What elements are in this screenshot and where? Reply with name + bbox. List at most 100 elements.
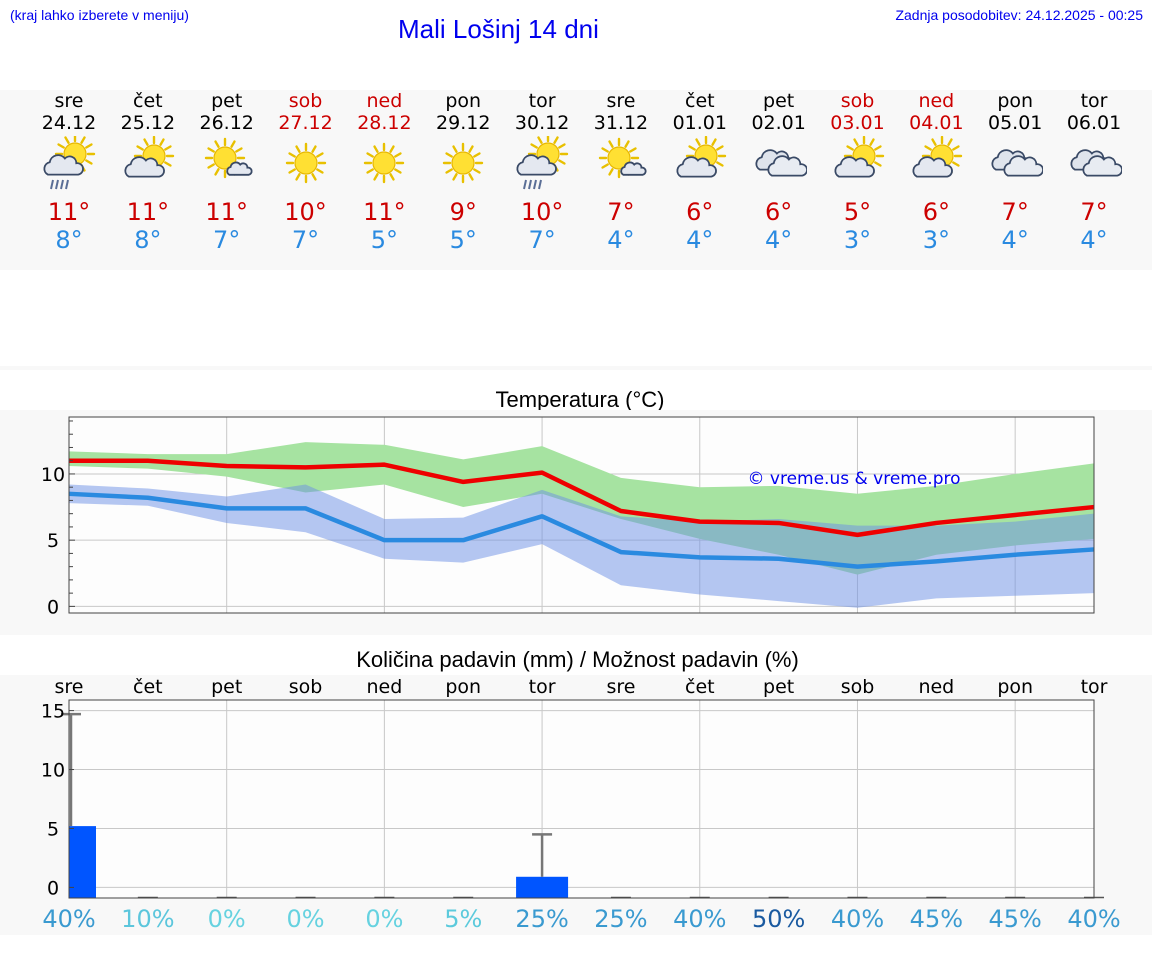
sun-shape bbox=[443, 142, 484, 184]
precipitation-probability: 0% bbox=[208, 905, 246, 933]
sun-ray bbox=[852, 138, 859, 146]
sun-ray bbox=[64, 136, 70, 144]
sun-ray bbox=[952, 161, 960, 167]
day-name: sre bbox=[606, 90, 636, 112]
day-name: pet bbox=[211, 90, 243, 112]
copyright-watermark: © vreme.us & vreme.pro bbox=[747, 469, 960, 489]
day-date: 29.12 bbox=[436, 112, 491, 134]
daily-forecast-strip: sre 24.12 11° 8° čet 25.12 11° 8° pet 26.12 11° 7° s… bbox=[0, 90, 1152, 270]
min-temperature: 4° bbox=[765, 226, 793, 254]
day-date: 25.12 bbox=[120, 112, 176, 134]
precipitation-ytick-label: 5 bbox=[47, 818, 59, 840]
sun-ray bbox=[601, 147, 609, 153]
min-temperature: 5° bbox=[370, 226, 399, 254]
sun-ray bbox=[366, 168, 375, 174]
cloud-shape bbox=[767, 155, 807, 177]
sun-ray bbox=[136, 145, 144, 151]
sun-ray bbox=[85, 159, 93, 165]
sun-small-cloud-icon bbox=[204, 137, 253, 179]
sun-ray bbox=[85, 143, 93, 149]
precipitation-chart-title: Količina padavin (mm) / Možnost padavin … bbox=[356, 647, 799, 672]
sun-ray bbox=[715, 161, 724, 167]
precipitation-bar bbox=[69, 826, 96, 898]
precipitation-day-label: pet bbox=[211, 676, 242, 698]
sun-ray bbox=[473, 168, 481, 174]
max-temperature: 7° bbox=[1080, 198, 1108, 226]
precipitation-ytick-label: 15 bbox=[41, 701, 65, 723]
min-temperature: 4° bbox=[686, 226, 714, 254]
max-temperature: 11° bbox=[363, 198, 406, 226]
sun-ray bbox=[601, 163, 609, 169]
sun-ray bbox=[310, 145, 317, 153]
location-menu-hint[interactable]: (kraj lahko izberete v meniju) bbox=[10, 7, 189, 23]
sun-ray bbox=[366, 152, 375, 158]
sun-ray bbox=[445, 168, 454, 174]
max-temperature: 5° bbox=[843, 198, 872, 226]
sun-ray bbox=[287, 152, 296, 158]
day-name: ned bbox=[918, 90, 955, 112]
sun-ray bbox=[924, 145, 933, 151]
sun-cloud-rain-icon bbox=[516, 136, 569, 190]
temperature-ytick-label: 0 bbox=[47, 596, 59, 618]
max-temperature: 7° bbox=[607, 198, 635, 226]
sun-ray bbox=[947, 138, 954, 146]
sun-ray bbox=[695, 138, 701, 146]
sun-ray bbox=[294, 145, 301, 153]
sun-ray bbox=[608, 140, 614, 148]
min-temperature: 4° bbox=[1080, 226, 1108, 254]
sun-ray bbox=[711, 138, 717, 146]
min-temperature: 4° bbox=[1001, 226, 1029, 254]
sun-ray bbox=[558, 143, 566, 149]
min-temperature: 8° bbox=[134, 226, 162, 254]
sun-cloud-icon bbox=[124, 136, 175, 178]
day-date: 02.01 bbox=[751, 112, 806, 134]
day-date: 04.01 bbox=[909, 112, 964, 134]
sun-ray bbox=[952, 145, 960, 151]
sun-ray bbox=[163, 161, 172, 167]
sun-ray bbox=[873, 145, 882, 151]
sun-ray bbox=[468, 145, 474, 153]
sun-ray bbox=[931, 138, 938, 146]
max-temperature: 6° bbox=[686, 198, 714, 226]
sun-ray bbox=[845, 145, 854, 151]
sun-ray bbox=[445, 152, 454, 158]
sun-ray bbox=[873, 161, 882, 167]
sun-ray bbox=[558, 159, 566, 165]
min-temperature: 3° bbox=[922, 226, 950, 254]
sun-ray bbox=[373, 145, 380, 153]
precipitation-probability: 45% bbox=[910, 905, 963, 933]
sun-disc bbox=[451, 151, 475, 175]
sun-ray bbox=[207, 147, 215, 153]
day-date: 01.01 bbox=[672, 112, 727, 134]
sun-cloud-icon bbox=[834, 136, 884, 178]
sun-ray bbox=[452, 145, 458, 153]
sun-ray bbox=[608, 168, 614, 176]
max-temperature: 10° bbox=[284, 198, 327, 226]
sun-ray bbox=[213, 168, 220, 176]
precipitation-day-label: pon bbox=[997, 676, 1033, 698]
precipitation-plot-frame bbox=[68, 699, 1095, 899]
clouds-icon bbox=[1070, 149, 1123, 177]
sun-ray bbox=[553, 136, 559, 144]
precipitation-day-label: čet bbox=[133, 676, 163, 698]
precipitation-ytick-label: 10 bbox=[41, 760, 65, 782]
page-title: Mali Lošinj 14 dni bbox=[398, 14, 599, 44]
sun-ray bbox=[537, 136, 543, 144]
sun-shape bbox=[598, 137, 640, 179]
precipitation-day-label: pet bbox=[763, 676, 794, 698]
precipitation-probability: 25% bbox=[515, 905, 568, 933]
precipitation-probability: 0% bbox=[287, 905, 325, 933]
sun-ray bbox=[530, 143, 539, 149]
sun-ray bbox=[389, 173, 396, 181]
sun-ray bbox=[628, 147, 637, 153]
min-temperature-line bbox=[68, 491, 1095, 569]
sun-small-cloud-icon bbox=[598, 137, 647, 179]
min-temperature: 8° bbox=[55, 226, 83, 254]
sun-ray bbox=[229, 140, 236, 148]
day-name: sre bbox=[54, 90, 84, 112]
sun-icon bbox=[364, 142, 405, 184]
last-update-timestamp: Zadnja posodobitev: 24.12.2025 - 00:25 bbox=[895, 7, 1143, 23]
max-temperature: 9° bbox=[449, 198, 477, 226]
cloud-shape bbox=[912, 156, 954, 178]
